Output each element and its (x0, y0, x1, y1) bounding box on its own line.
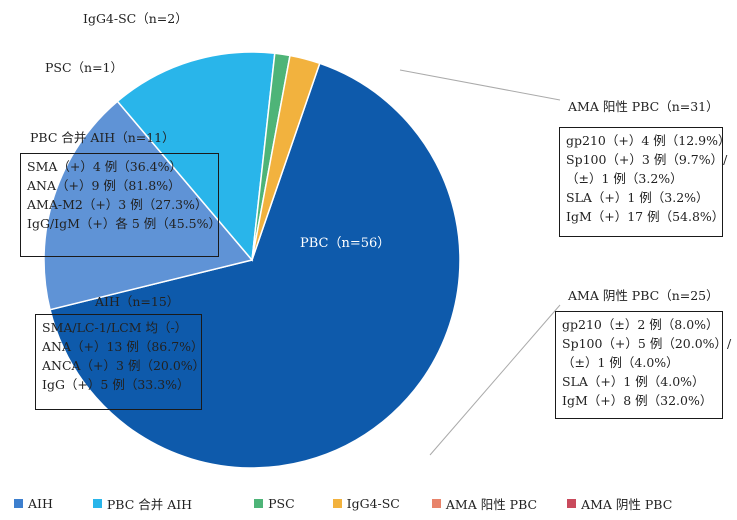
legend-item-pbc-aih: PBC 合并 AIH (92, 494, 193, 513)
legend-label: AIH (28, 496, 53, 511)
legend-swatch (567, 499, 577, 508)
annotation-line: （±）1 例（4.0%） (562, 355, 679, 370)
legend-label: AMA 阳性 PBC (445, 497, 538, 512)
pie-slice-igg4-sc (251, 54, 321, 261)
label-aih: AIH（n=15） (95, 294, 180, 309)
pie-slice-pbc-aih (116, 51, 276, 262)
legend-item-igg4sc: IgG4-SC (332, 496, 400, 511)
ama-positive-title: AMA 阳性 PBC（n=31） (568, 99, 719, 114)
annotation-line: SMA/LC-1/LCM 均（-） (42, 320, 188, 335)
legend-item-psc: PSC (254, 496, 295, 511)
legend-swatch (254, 499, 264, 508)
annotation-line: Sp100（+）5 例（20.0%）/ (562, 336, 732, 351)
annotation-line: IgG/IgM（+）各 5 例（45.5%） (27, 216, 221, 231)
annotation-line: ANA（+）9 例（81.8%） (27, 178, 181, 193)
legend: AIH PBC 合并 AIH PSC IgG4-SC AMA 阳性 PBC AM… (14, 494, 672, 513)
annotation-line: AMA-M2（+）3 例（27.3%） (27, 197, 208, 212)
legend-swatch (92, 499, 102, 508)
annotation-line: IgM（+）17 例（54.8%） (566, 209, 725, 224)
annotation-line: gp210（±）2 例（8.0%） (562, 317, 719, 332)
annotation-line: SLA（+）1 例（4.0%） (562, 374, 705, 389)
legend-swatch (14, 499, 23, 508)
legend-label: PBC 合并 AIH (106, 497, 193, 512)
aih-annotation-box: SMA/LC-1/LCM 均（-） ANA（+）13 例（86.7%） ANCA… (35, 314, 206, 410)
legend-swatch (431, 499, 441, 508)
annotation-line: （±）1 例（3.2%） (566, 171, 683, 186)
annotation-line: IgG（+）5 例（33.3%） (42, 377, 190, 392)
label-psc: PSC（n=1） (45, 60, 124, 75)
legend-item-ama-positive: AMA 阳性 PBC (431, 494, 538, 513)
legend-label: IgG4-SC (346, 496, 400, 511)
ama-negative-title: AMA 阴性 PBC（n=25） (568, 288, 719, 303)
annotation-line: SLA（+）1 例（3.2%） (566, 190, 709, 205)
annotation-line: ANCA（+）3 例（20.0%） (42, 358, 206, 373)
label-pbc-aih: PBC 合并 AIH（n=11） (30, 130, 175, 145)
legend-label: PSC (268, 496, 295, 511)
pie-slice-pbc (49, 62, 461, 469)
label-igg4sc: IgG4-SC（n=2） (83, 11, 188, 26)
leader-ama-pos (399, 69, 561, 101)
legend-item-ama-negative: AMA 阴性 PBC (567, 494, 672, 513)
annotation-line: gp210（+）4 例（12.9%） (566, 133, 731, 148)
legend-item-aih: AIH (14, 496, 53, 511)
pbc-aih-annotation-box: SMA（+）4 例（36.4%） ANA（+）9 例（81.8%） AMA-M2… (20, 153, 221, 257)
ama-positive-box: gp210（+）4 例（12.9%） Sp100（+）3 例（9.7%）/ （±… (559, 127, 731, 237)
annotation-line: Sp100（+）3 例（9.7%）/ (566, 152, 728, 167)
annotation-line: ANA（+）13 例（86.7%） (42, 339, 204, 354)
label-pbc: PBC（n=56） (300, 236, 391, 251)
leader-ama-neg (429, 304, 561, 456)
legend-swatch (332, 499, 342, 508)
annotation-line: IgM（+）8 例（32.0%） (562, 393, 713, 408)
annotation-line: SMA（+）4 例（36.4%） (27, 159, 182, 174)
legend-label: AMA 阴性 PBC (581, 497, 673, 512)
ama-negative-box: gp210（±）2 例（8.0%） Sp100（+）5 例（20.0%）/ （±… (555, 311, 732, 419)
